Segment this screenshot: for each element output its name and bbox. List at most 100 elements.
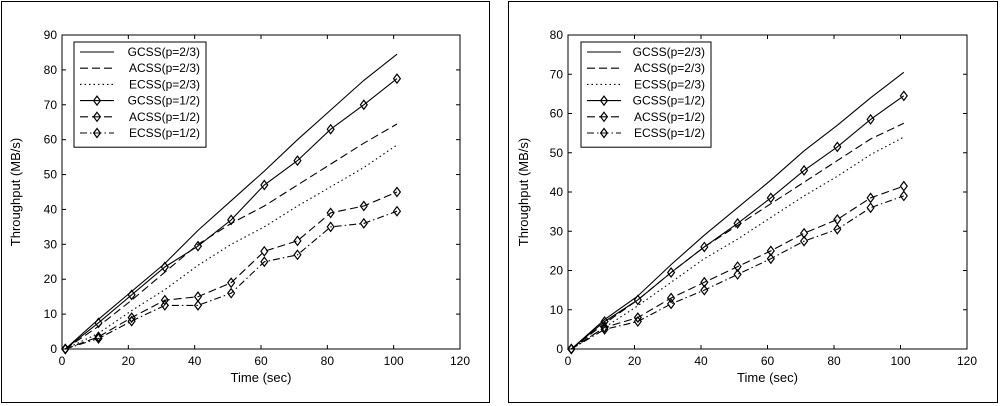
x-tick-label: 40 — [188, 354, 202, 368]
data-point — [633, 294, 642, 306]
series-line — [65, 210, 398, 350]
series-5 — [61, 186, 402, 355]
data-point — [326, 207, 335, 219]
legend-marker — [599, 127, 609, 139]
data-point — [160, 299, 169, 311]
y-tick-label: 60 — [550, 107, 564, 121]
y-tick-label: 50 — [44, 168, 58, 182]
legend-marker — [92, 127, 102, 139]
legend-label: GCSS(p=1/2) — [633, 94, 705, 108]
series-line — [571, 136, 905, 350]
data-point — [260, 179, 269, 191]
series-line — [64, 53, 398, 350]
x-axis-label: Time (sec) — [737, 370, 798, 385]
data-point — [666, 298, 676, 310]
data-point — [227, 277, 236, 289]
data-point — [666, 266, 676, 278]
data-point — [359, 99, 368, 111]
x-tick-label: 40 — [694, 354, 708, 368]
data-point — [600, 316, 609, 328]
legend-label: ECSS(p=1/2) — [129, 126, 200, 140]
legend-label: ACSS(p=2/3) — [634, 61, 705, 75]
data-point — [833, 213, 842, 225]
data-point — [866, 113, 875, 125]
data-point — [359, 200, 368, 212]
x-axis-label: Time (sec) — [231, 370, 292, 385]
data-point — [799, 235, 809, 247]
series-6 — [567, 190, 908, 355]
data-point — [899, 190, 908, 202]
x-tick-label: 80 — [321, 354, 335, 368]
data-point — [392, 186, 402, 198]
data-point — [600, 323, 609, 335]
x-tick-label: 100 — [384, 354, 404, 368]
legend-marker — [92, 111, 102, 123]
series-line — [571, 195, 904, 350]
legend: GCSS(p=2/3) ACSS(p=2/3) ECSS(p=2/3) GCSS(p=… — [580, 41, 712, 148]
x-tick-label: 0 — [59, 354, 66, 368]
data-point — [160, 294, 169, 306]
legend-label: ACSS(p=1/2) — [129, 110, 200, 124]
data-point — [700, 241, 709, 253]
x-tick-label: 0 — [565, 354, 572, 368]
data-point — [326, 123, 335, 135]
x-tick-label: 100 — [890, 354, 910, 368]
legend-label: ACSS(p=2/3) — [129, 61, 200, 75]
data-point — [293, 249, 302, 261]
data-point — [193, 299, 203, 311]
series-line — [570, 95, 905, 350]
y-tick-label: 70 — [44, 98, 58, 112]
series-line — [570, 71, 905, 350]
data-point — [733, 268, 742, 280]
data-point — [293, 235, 302, 247]
y-tick-label: 30 — [44, 237, 58, 251]
series-3 — [65, 144, 398, 350]
legend-marker — [92, 95, 102, 107]
y-tick-label: 40 — [44, 202, 58, 216]
data-point — [833, 141, 842, 153]
x-tick-label: 60 — [254, 354, 268, 368]
data-point — [766, 192, 775, 204]
data-point — [733, 261, 742, 273]
x-tick-label: 120 — [957, 354, 977, 368]
legend-label: GCSS(p=2/3) — [128, 45, 200, 59]
throughput-chart-left: 0 20 40 60 80 100 120 0 10 20 30 40 50 60 70 80 90 Time (… — [8, 28, 470, 385]
data-point — [799, 227, 809, 239]
series-6 — [61, 205, 402, 355]
legend-label: GCSS(p=2/3) — [633, 45, 705, 59]
data-point — [326, 221, 335, 233]
legend: GCSS(p=2/3) ACSS(p=2/3) ECSS(p=2/3) GCSS(p=… — [73, 41, 207, 148]
legend-label: ECSS(p=2/3) — [129, 77, 200, 91]
y-tick-label: 90 — [44, 28, 58, 42]
y-tick-label: 30 — [550, 224, 564, 238]
data-point — [799, 164, 809, 176]
y-tick-label: 0 — [556, 342, 563, 356]
series-2 — [64, 123, 398, 350]
x-tick-label: 120 — [450, 354, 470, 368]
y-tick-label: 50 — [550, 146, 564, 160]
data-point — [293, 155, 302, 167]
data-point — [899, 180, 908, 192]
y-tick-label: 0 — [50, 342, 57, 356]
series-1 — [570, 71, 905, 350]
data-point — [567, 343, 576, 355]
x-tick-label: 20 — [122, 354, 136, 368]
data-point — [766, 253, 775, 265]
series-line — [571, 185, 904, 350]
series-1 — [64, 53, 398, 350]
y-tick-label: 80 — [550, 28, 564, 42]
y-tick-label: 20 — [44, 272, 58, 286]
data-point — [899, 90, 908, 102]
y-axis-label: Throughput (MB/s) — [8, 138, 23, 246]
series-line — [65, 191, 398, 350]
y-tick-label: 60 — [44, 133, 58, 147]
series-line — [64, 78, 398, 350]
series-line — [64, 123, 398, 350]
data-point — [160, 261, 169, 273]
legend-label: ECSS(p=2/3) — [634, 77, 705, 91]
x-tick-label: 60 — [761, 354, 775, 368]
chart-panel-left: 0 20 40 60 80 100 120 0 10 20 30 40 50 60 70 80 90 Time (… — [1, 1, 490, 403]
legend-label: GCSS(p=1/2) — [128, 94, 200, 108]
data-point — [61, 343, 70, 355]
data-point — [700, 284, 709, 296]
